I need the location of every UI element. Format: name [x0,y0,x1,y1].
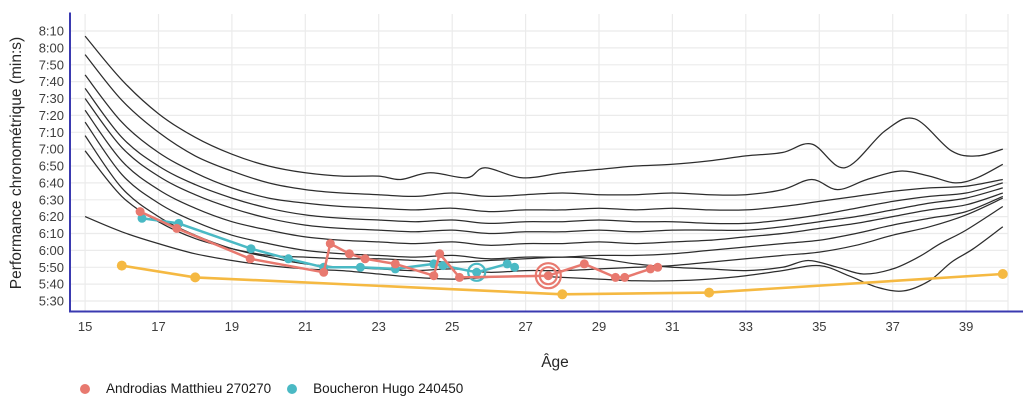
highlight-ring [467,262,487,282]
highlight-ring [538,266,558,286]
legend-marker-androdias-matthieu [80,383,90,394]
reference-curve [84,150,1004,275]
x-tick-label: 37 [885,319,899,334]
data-point[interactable] [472,267,482,277]
data-point[interactable] [360,254,370,264]
record-point[interactable] [190,272,201,283]
reference-curves-layer [84,35,1004,292]
legend-item-androdias-matthieu[interactable]: Androdias Matthieu 270270 [80,381,271,396]
y-tick-label: 6:20 [39,209,64,224]
legend-marker-boucheron-hugo [287,383,298,394]
data-point[interactable] [246,244,256,254]
data-point[interactable] [653,262,663,272]
y-tick-label: 7:50 [39,57,64,72]
y-tick-label: 7:20 [39,108,64,123]
data-point[interactable] [245,254,255,264]
y-tick-label: 6:10 [39,226,64,241]
data-point[interactable] [135,207,145,217]
y-tick-label: 7:10 [39,125,64,140]
axes-layer [69,12,1023,313]
series-line [141,217,516,274]
series-androdias-matthieu-270270 [135,207,663,290]
reference-curve [84,109,1003,246]
x-tick-label: 15 [78,319,92,334]
data-point[interactable] [455,272,464,282]
data-point[interactable] [429,271,439,281]
reference-curve [84,74,1003,213]
y-tick-label: 8:00 [39,40,64,55]
x-tick-label: 23 [371,319,385,334]
reference-curve [84,135,1004,273]
x-tick-label: 35 [812,319,826,334]
y-tick-label: 7:30 [39,91,64,106]
legend: Androdias Matthieu 270270 Boucheron Hugo… [80,381,463,396]
data-point[interactable] [502,259,512,269]
x-tick-label: 29 [592,319,606,334]
reference-curve [84,216,1004,292]
y-tick-label: 6:30 [39,192,64,207]
x-tick-label: 33 [739,319,753,334]
x-tick-label: 21 [298,319,312,334]
x-axis-title: Âge [541,354,569,371]
x-tick-label: 25 [445,319,459,334]
y-tick-label: 5:40 [39,277,64,292]
x-tick-label: 31 [665,319,679,334]
reference-curve [84,88,1003,225]
data-point[interactable] [355,262,365,272]
y-tick-label: 6:00 [39,243,64,258]
reference-curve [84,35,1003,181]
data-point[interactable] [283,254,293,264]
y-tick-label: 8:10 [39,24,64,39]
data-point[interactable] [438,261,448,271]
y-tick-label: 6:50 [39,159,64,174]
highlight-ring-outer [534,262,562,290]
series-layer [116,207,1008,300]
data-point[interactable] [543,271,553,281]
y-tick-label: 7:40 [39,74,64,89]
data-point[interactable] [510,262,520,272]
legend-label-androdias-matthieu: Androdias Matthieu 270270 [106,381,272,396]
reference-curve [84,98,1003,235]
record-point[interactable] [997,269,1008,279]
y-tick-label: 6:40 [39,175,64,190]
x-tick-label: 19 [225,319,239,334]
reference-curve [84,121,1004,260]
y-axis-title: Performance chronométrique (min:s) [8,37,25,289]
record-point[interactable] [704,287,715,298]
y-tick-label: 5:50 [39,260,64,275]
tick-labels-layer: 5:30 5:40 5:50 6:00 6:10 6:20 6:30 6:406:50 7:00… [39,24,974,335]
data-point[interactable] [579,259,589,269]
x-tick-label: 39 [959,319,973,334]
data-point[interactable] [325,239,335,249]
record-point[interactable] [557,289,568,300]
data-point[interactable] [645,264,655,274]
data-point[interactable] [611,272,620,282]
data-point[interactable] [319,267,329,277]
y-tick-label: 7:00 [39,142,64,157]
legend-item-boucheron-hugo[interactable]: Boucheron Hugo 240450 [287,381,463,396]
legend-label-boucheron-hugo: Boucheron Hugo 240450 [313,381,464,396]
x-tick-label: 27 [518,319,532,334]
reference-curve [84,54,1004,198]
data-point[interactable] [435,249,445,259]
data-point[interactable] [172,223,182,233]
data-point[interactable] [344,249,354,259]
x-tick-label: 17 [151,319,165,334]
data-point[interactable] [620,272,630,282]
data-point[interactable] [390,259,400,269]
record-point[interactable] [116,260,127,271]
y-tick-label: 5:30 [39,294,64,309]
